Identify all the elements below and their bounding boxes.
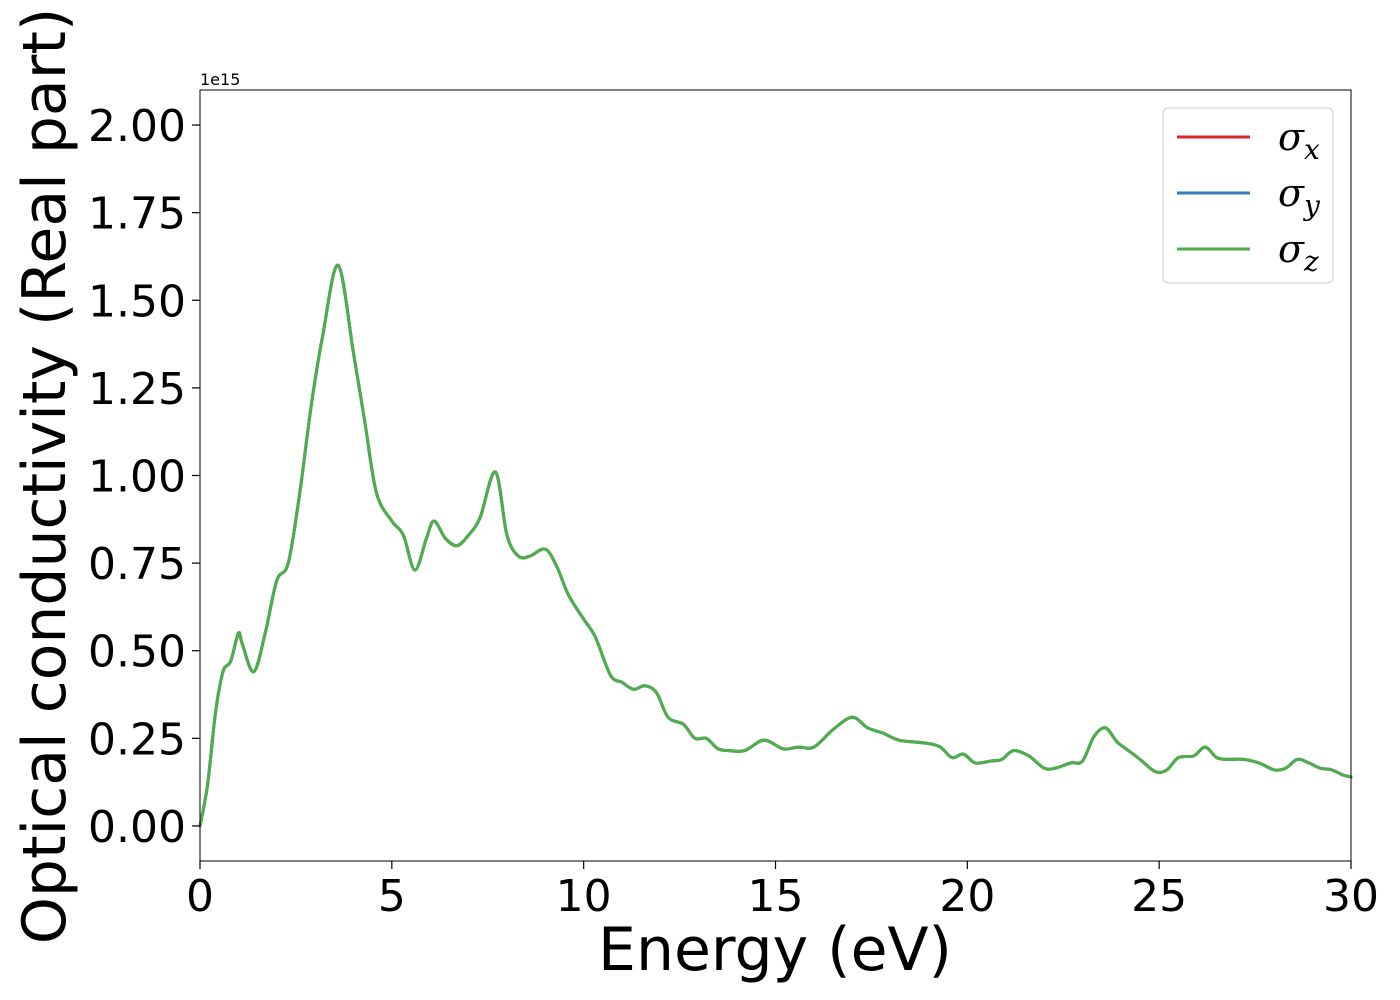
y-tick-label: 1.75	[88, 189, 186, 240]
x-tick-label: 0	[186, 871, 214, 922]
y-axis-ticks: 0.00 0.25 0.50 0.75 1.00 1.25 1.50 1.75 2.00	[88, 101, 200, 853]
legend-label-x: σx	[1278, 115, 1320, 166]
x-tick-label: 25	[1131, 871, 1187, 922]
y-tick-label: 0.00	[88, 802, 186, 853]
y-axis-label: Optical conductivity (Real part)	[10, 8, 80, 945]
x-axis-ticks: 0 5 10 15 20 25 30	[186, 861, 1379, 922]
y-tick-label: 1.50	[88, 276, 186, 327]
x-tick-label: 5	[378, 871, 406, 922]
y-tick-label: 2.00	[88, 101, 186, 152]
plot-area	[200, 90, 1351, 861]
y-tick-label: 0.25	[88, 714, 186, 765]
legend-label-y: σy	[1278, 171, 1321, 222]
legend-label-z: σz	[1278, 227, 1319, 278]
y-tick-label: 1.25	[88, 364, 186, 415]
y-tick-label: 0.75	[88, 539, 186, 590]
y-tick-label: 0.50	[88, 627, 186, 678]
x-tick-label: 10	[556, 871, 612, 922]
y-offset-label: 1e15	[200, 70, 240, 89]
y-tick-label: 1.00	[88, 452, 186, 503]
series-line-z	[198, 263, 1353, 828]
x-tick-label: 20	[939, 871, 995, 922]
x-tick-label: 30	[1323, 871, 1379, 922]
x-axis-label: Energy (eV)	[598, 915, 952, 985]
x-tick-label: 15	[748, 871, 804, 922]
legend-box	[1162, 107, 1334, 284]
series-layer	[198, 263, 1353, 828]
